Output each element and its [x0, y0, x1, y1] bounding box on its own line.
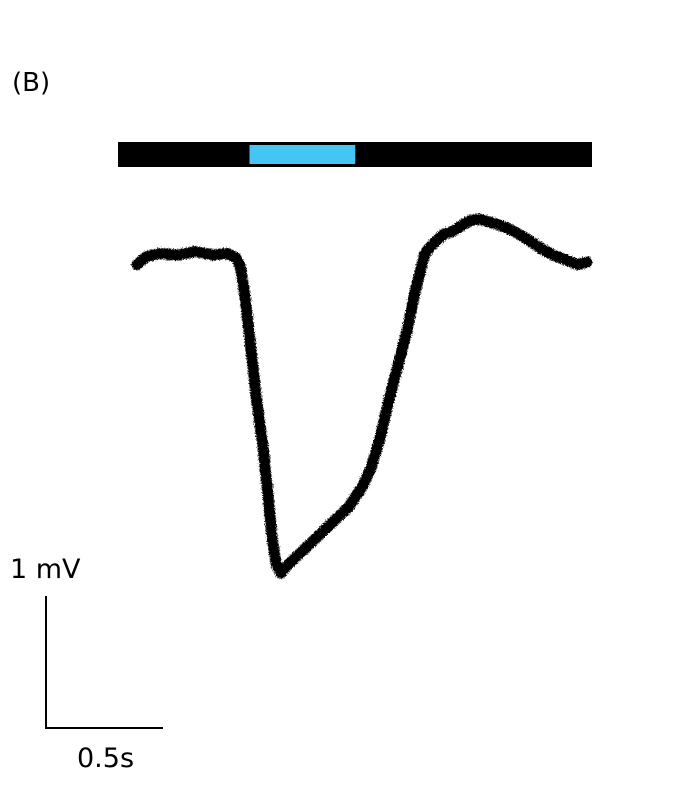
scale-bar-time-label: 0.5s: [77, 743, 135, 774]
scale-bar-voltage-label: 1 mV: [10, 554, 81, 585]
voltage-trace-line: [131, 213, 593, 579]
panel-label: (B): [12, 68, 51, 98]
stimulus-on-segment: [249, 145, 356, 164]
